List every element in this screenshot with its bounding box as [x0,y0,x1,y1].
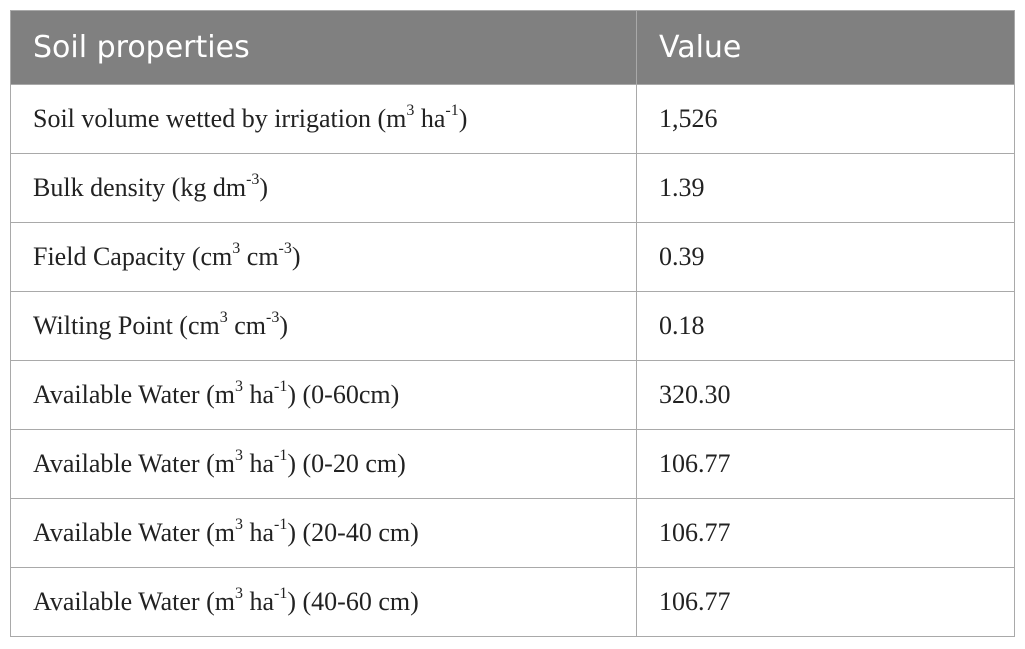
property-value-cell: 1.39 [636,153,1015,223]
property-label-text: Available Water (m [33,449,235,478]
unit-exponent: -1 [274,378,288,396]
property-label-cell: Available Water (m3 ha-1) (40-60 cm) [10,567,637,637]
property-label-cell: Soil volume wetted by irrigation (m3 ha-… [10,84,637,154]
unit-exponent: 3 [219,309,228,327]
unit-exponent: -1 [445,102,459,120]
property-label-text: ha [414,104,446,133]
table-row: Soil volume wetted by irrigation (m3 ha-… [10,84,1015,154]
table-row: Available Water (m3 ha-1) (0-60cm) 320.30 [10,360,1015,430]
unit-exponent: 3 [234,516,243,534]
property-label-text: ha [242,518,275,547]
property-value-cell: 106.77 [636,498,1015,568]
property-label-text: ) (20-40 cm) [287,518,419,547]
property-value-cell: 0.18 [636,291,1015,361]
unit-exponent: 3 [234,585,243,603]
property-value-cell: 320.30 [636,360,1015,430]
unit-exponent: 3 [406,102,415,120]
property-label-cell: Available Water (m3 ha-1) (0-60cm) [10,360,637,430]
soil-properties-table: Soil properties Value Soil volume wetted… [10,10,1015,637]
property-label-text: Soil volume wetted by irrigation (m [33,104,407,133]
property-label-text: ha [242,380,275,409]
property-label-text: ) (0-20 cm) [287,449,406,478]
property-value-cell: 106.77 [636,429,1015,499]
unit-exponent: -3 [278,240,292,258]
property-label-cell: Available Water (m3 ha-1) (20-40 cm) [10,498,637,568]
table-row: Bulk density (kg dm-3) 1.39 [10,153,1015,223]
property-label-text: Bulk density (kg dm [33,173,247,202]
property-value-cell: 106.77 [636,567,1015,637]
property-label-text: cm [240,242,279,271]
property-label-text: ) (0-60cm) [287,380,400,409]
property-label-text: Available Water (m [33,518,235,547]
property-label-text: ) [458,104,468,133]
property-label-text: Field Capacity (cm [33,242,233,271]
property-label-text: ) (40-60 cm) [287,587,419,616]
unit-exponent: -1 [274,447,288,465]
property-value-cell: 0.39 [636,222,1015,292]
property-label-text: ha [242,587,275,616]
unit-exponent: -3 [266,309,280,327]
unit-exponent: 3 [234,447,243,465]
property-label-text: Available Water (m [33,587,235,616]
property-label-text: cm [227,311,266,340]
property-label-text: ha [242,449,275,478]
unit-exponent: 3 [234,378,243,396]
table-row: Wilting Point (cm3 cm-3) 0.18 [10,291,1015,361]
unit-exponent: 3 [232,240,241,258]
property-value-cell: 1,526 [636,84,1015,154]
unit-exponent: -1 [274,585,288,603]
unit-exponent: -3 [246,171,260,189]
table-row: Available Water (m3 ha-1) (40-60 cm) 106.… [10,567,1015,637]
property-label-cell: Available Water (m3 ha-1) (0-20 cm) [10,429,637,499]
column-header-soil-properties: Soil properties [10,10,637,85]
property-label-text: Wilting Point (cm [33,311,220,340]
table-header-row: Soil properties Value [10,10,1015,85]
soil-properties-table-container: Soil properties Value Soil volume wetted… [10,10,1015,637]
property-label-text: ) [259,173,269,202]
property-label-text: ) [279,311,288,340]
property-label-text: Available Water (m [33,380,235,409]
unit-exponent: -1 [274,516,288,534]
table-row: Field Capacity (cm3 cm-3) 0.39 [10,222,1015,292]
column-header-value: Value [636,10,1015,85]
property-label-cell: Wilting Point (cm3 cm-3) [10,291,637,361]
table-row: Available Water (m3 ha-1) (20-40 cm) 106.… [10,498,1015,568]
property-label-text: ) [291,242,301,271]
property-label-cell: Bulk density (kg dm-3) [10,153,637,223]
property-label-cell: Field Capacity (cm3 cm-3) [10,222,637,292]
table-row: Available Water (m3 ha-1) (0-20 cm) 106.7… [10,429,1015,499]
table-body: Soil volume wetted by irrigation (m3 ha-… [10,84,1015,637]
